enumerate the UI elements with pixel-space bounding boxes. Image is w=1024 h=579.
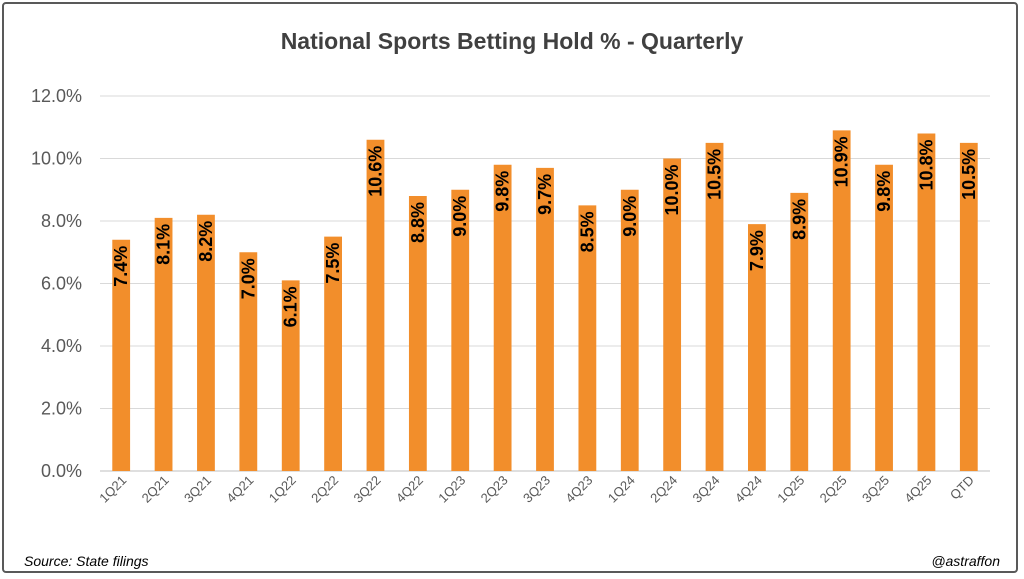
x-tick-label: 2Q22 [308, 473, 341, 506]
data-label: 9.7% [535, 174, 555, 215]
bars [112, 130, 978, 471]
data-label: 9.8% [493, 171, 513, 212]
bar [832, 130, 851, 471]
x-tick-label: 4Q24 [732, 473, 765, 506]
x-tick-label: 2Q23 [478, 473, 511, 506]
data-label: 10.5% [959, 149, 979, 200]
x-tick-label: 4Q23 [562, 473, 595, 506]
data-label: 8.2% [196, 221, 216, 262]
bar [451, 189, 470, 471]
bar [112, 239, 131, 471]
x-tick-label: 2Q21 [139, 473, 172, 506]
source-note: Source: State filings [24, 553, 149, 569]
y-tick-label: 0.0% [41, 461, 82, 481]
x-tick-label: 1Q24 [605, 473, 638, 506]
bar [493, 164, 512, 471]
y-axis: 0.0% 2.0% 4.0% 6.0% 8.0% 10.0% 12.0% [31, 86, 82, 481]
bar [959, 142, 978, 471]
data-label: 6.1% [281, 286, 301, 327]
x-tick-label: 4Q22 [393, 473, 426, 506]
data-label: 10.9% [832, 136, 852, 187]
bar [663, 158, 682, 471]
bar [366, 139, 385, 471]
data-label: 8.9% [789, 199, 809, 240]
bar [408, 196, 427, 471]
x-tick-label: 4Q25 [901, 473, 934, 506]
data-label: 8.5% [577, 211, 597, 252]
data-label: 7.0% [238, 258, 258, 299]
bar [875, 164, 893, 471]
data-label: 9.8% [874, 171, 894, 212]
x-tick-label: 3Q22 [350, 473, 383, 506]
x-tick-label: 3Q23 [520, 473, 553, 506]
x-axis: 1Q21 2Q21 3Q21 4Q21 1Q22 2Q22 3Q22 4Q22 1Q23 2Q23… [96, 473, 977, 506]
bar [705, 142, 724, 471]
x-tick-label: 3Q21 [181, 473, 214, 506]
data-label: 9.0% [450, 196, 470, 237]
x-tick-label: QTD [947, 473, 977, 503]
y-tick-label: 10.0% [31, 149, 82, 169]
data-label: 10.0% [662, 165, 682, 216]
data-label: 10.8% [916, 140, 936, 191]
data-label: 9.0% [620, 196, 640, 237]
y-tick-label: 4.0% [41, 336, 82, 356]
bar [154, 217, 173, 471]
bar [324, 236, 342, 471]
data-label: 7.9% [747, 230, 767, 271]
data-label: 7.4% [111, 246, 131, 287]
data-label: 7.5% [323, 243, 343, 284]
bar [239, 252, 258, 471]
bar [197, 214, 215, 471]
bar [790, 192, 809, 471]
x-tick-label: 1Q23 [435, 473, 468, 506]
y-tick-label: 6.0% [41, 274, 82, 294]
x-tick-label: 2Q25 [817, 473, 850, 506]
data-labels: 7.4% 8.1% 8.2% 7.0% 6.1% 7.5% 10.6% 8.8% 9.0% 9.8… [111, 136, 979, 327]
bar [536, 167, 554, 471]
bar [620, 189, 639, 471]
x-tick-label: 1Q25 [774, 473, 807, 506]
data-label: 8.8% [408, 202, 428, 243]
y-tick-label: 2.0% [41, 399, 82, 419]
chart-title: National Sports Betting Hold % - Quarter… [280, 28, 744, 54]
x-tick-label: 3Q25 [859, 473, 892, 506]
bar [578, 205, 597, 471]
x-tick-label: 1Q22 [266, 473, 299, 506]
bar [748, 224, 766, 471]
bar [917, 133, 936, 471]
x-tick-label: 2Q24 [647, 473, 680, 506]
data-label: 10.5% [705, 149, 725, 200]
y-tick-label: 12.0% [31, 86, 82, 106]
bar [281, 280, 300, 471]
x-tick-label: 3Q24 [690, 473, 723, 506]
x-tick-label: 1Q21 [96, 473, 129, 506]
y-tick-label: 8.0% [41, 211, 82, 231]
data-label: 8.1% [154, 224, 174, 265]
author-handle: @astraffon [931, 553, 1000, 569]
data-label: 10.6% [365, 146, 385, 197]
x-tick-label: 4Q21 [223, 473, 256, 506]
